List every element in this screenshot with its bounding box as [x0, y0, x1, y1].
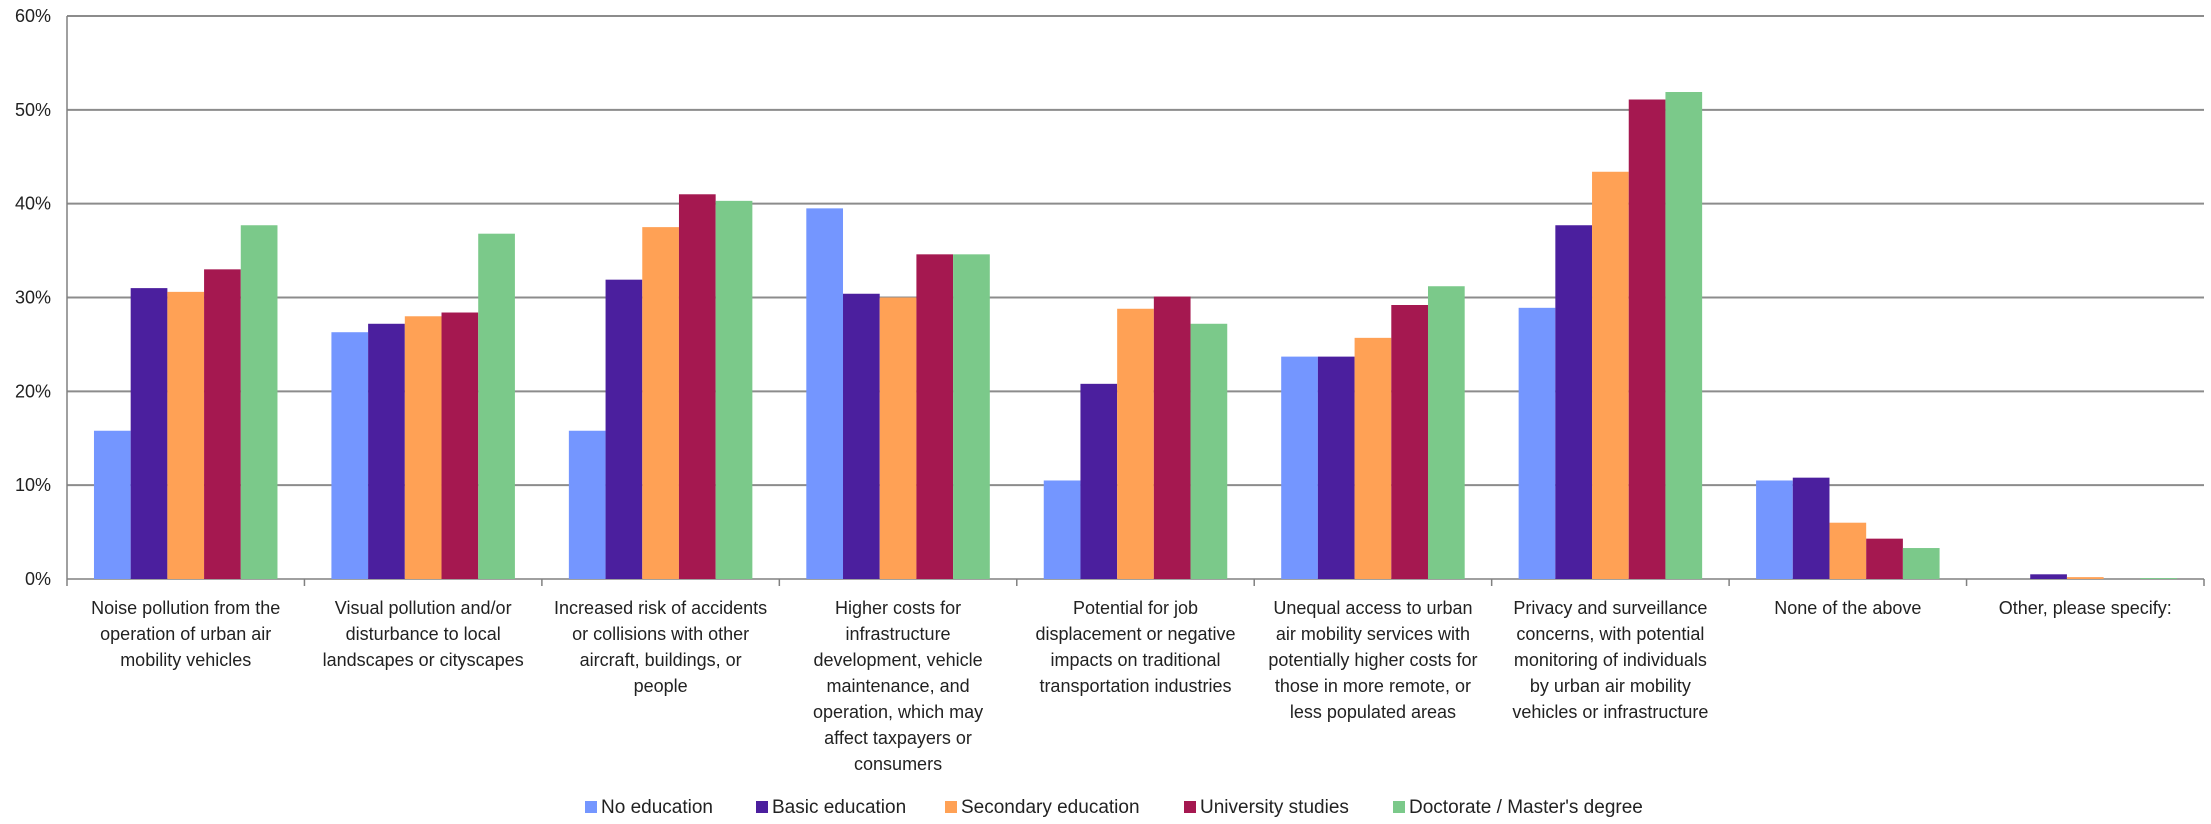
bar	[1902, 548, 1940, 579]
bar	[1317, 356, 1355, 579]
category-label: less populated areas	[1290, 702, 1456, 722]
category-label: Increased risk of accidents	[554, 598, 767, 618]
bar	[605, 279, 643, 579]
bar	[953, 254, 990, 579]
bar	[1665, 92, 1703, 579]
category-label: Higher costs for	[835, 598, 961, 618]
bar	[478, 233, 515, 579]
category-label: or collisions with other	[572, 624, 749, 644]
bar	[1354, 337, 1392, 579]
bar	[368, 323, 405, 579]
bar	[879, 297, 917, 579]
category-label: Noise pollution from the	[91, 598, 280, 618]
category-label: aircraft, buildings, or	[580, 650, 742, 670]
legend-swatch	[585, 801, 597, 813]
bar	[331, 332, 369, 579]
bar	[1592, 171, 1629, 579]
bar	[130, 288, 168, 579]
y-tick-label: 60%	[15, 6, 51, 26]
bar	[916, 254, 954, 579]
bar	[806, 208, 844, 579]
bar	[1518, 307, 1556, 579]
y-tick-label: 30%	[15, 288, 51, 308]
legend-swatch	[945, 801, 957, 813]
bar	[2066, 577, 2104, 579]
bar	[2140, 578, 2178, 579]
bar	[204, 269, 241, 579]
bar	[1829, 522, 1867, 579]
legend-label: Doctorate / Master's degree	[1409, 797, 1643, 818]
category-label: None of the above	[1774, 598, 1921, 618]
category-label: operation, which may	[813, 702, 983, 722]
legend-label: University studies	[1200, 797, 1349, 818]
category-label: operation of urban air	[100, 624, 271, 644]
category-label: displacement or negative	[1035, 624, 1235, 644]
bar	[1866, 538, 1903, 579]
category-label: vehicles or infrastructure	[1512, 702, 1708, 722]
bar	[1792, 477, 1830, 579]
bar	[1391, 305, 1428, 579]
category-label: Visual pollution and/or	[335, 598, 512, 618]
legend-label: Secondary education	[961, 797, 1140, 818]
bar	[240, 225, 278, 579]
category-label: development, vehicle	[814, 650, 983, 670]
category-label: affect taxpayers or	[824, 728, 972, 748]
bar	[642, 227, 679, 579]
category-label: concerns, with potential	[1516, 624, 1704, 644]
y-tick-label: 0%	[25, 569, 51, 589]
legend-swatch	[1184, 801, 1196, 813]
category-label: those in more remote, or	[1275, 676, 1471, 696]
category-label: by urban air mobility	[1530, 676, 1691, 696]
category-label: air mobility services with	[1276, 624, 1470, 644]
legend-label: No education	[601, 797, 713, 818]
bar	[1756, 480, 1793, 579]
category-label: infrastructure	[846, 624, 951, 644]
bar	[1427, 286, 1465, 579]
bar	[93, 430, 131, 579]
bar	[678, 194, 716, 580]
category-label: potentially higher costs for	[1268, 650, 1477, 670]
category-label: Unequal access to urban	[1273, 598, 1472, 618]
bar	[1281, 356, 1318, 579]
y-tick-label: 20%	[15, 381, 51, 401]
bar	[1117, 308, 1154, 579]
category-label: people	[634, 676, 688, 696]
category-label: disturbance to local	[346, 624, 501, 644]
bar	[1190, 323, 1228, 579]
bar	[441, 312, 479, 579]
bar	[1555, 225, 1593, 579]
category-label: transportation industries	[1039, 676, 1231, 696]
category-label: Potential for job	[1073, 598, 1198, 618]
bar	[1043, 480, 1081, 579]
bar	[715, 200, 753, 579]
legend-swatch	[756, 801, 768, 813]
bar	[1080, 383, 1118, 579]
category-label: Other, please specify:	[1999, 598, 2172, 618]
y-tick-label: 10%	[15, 475, 51, 495]
bar	[1153, 296, 1191, 579]
bar	[843, 293, 880, 579]
legend-label: Basic education	[772, 797, 906, 818]
y-tick-label: 40%	[15, 194, 51, 214]
category-label: maintenance, and	[827, 676, 970, 696]
category-label: landscapes or cityscapes	[323, 650, 524, 670]
category-label: mobility vehicles	[120, 650, 251, 670]
legend-swatch	[1393, 801, 1405, 813]
y-tick-label: 50%	[15, 100, 51, 120]
bar	[568, 430, 606, 579]
category-label: impacts on traditional	[1050, 650, 1220, 670]
bar	[1628, 99, 1666, 580]
category-label: Privacy and surveillance	[1513, 598, 1707, 618]
category-label: monitoring of individuals	[1514, 650, 1707, 670]
category-label: consumers	[854, 754, 942, 774]
bar	[2030, 574, 2067, 579]
bar	[404, 316, 442, 579]
bar	[167, 291, 205, 579]
